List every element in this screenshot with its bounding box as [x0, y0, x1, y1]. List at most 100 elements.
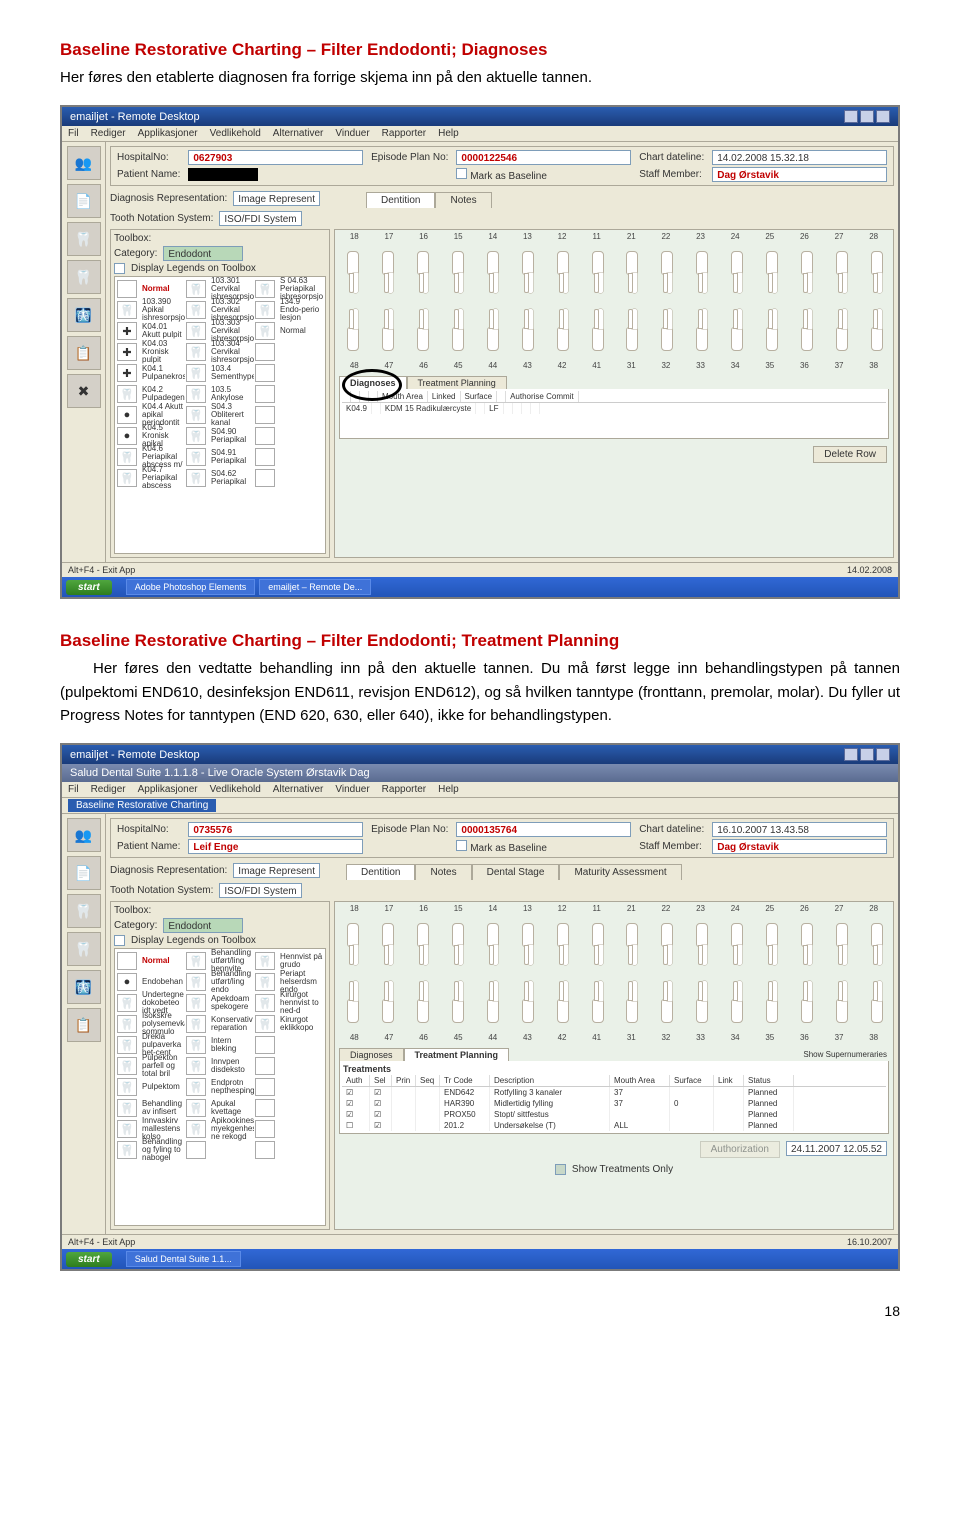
- toolbox-icon[interactable]: ●: [117, 427, 137, 445]
- baseline-checkbox[interactable]: [456, 840, 467, 851]
- tooth-icon[interactable]: [485, 309, 499, 351]
- nav-icon[interactable]: 👥: [67, 818, 101, 852]
- toolbox-icon[interactable]: 🦷: [186, 1015, 206, 1033]
- toolbox-icon[interactable]: 🦷: [186, 301, 206, 319]
- toolbox-icon[interactable]: 🦷: [255, 973, 275, 991]
- menu-item[interactable]: Alternativer: [273, 784, 324, 795]
- toolbox-icon[interactable]: 🦷: [255, 1015, 275, 1033]
- toolbox-icon[interactable]: [255, 1078, 275, 1096]
- tooth-icon[interactable]: [869, 309, 883, 351]
- tooth-icon[interactable]: [834, 309, 848, 351]
- toolbox-icon[interactable]: [255, 469, 275, 487]
- category-select[interactable]: Endodont: [163, 246, 243, 261]
- tooth-icon[interactable]: [694, 981, 708, 1023]
- menu-item[interactable]: Help: [438, 784, 459, 795]
- tab-diagnoses[interactable]: Diagnoses: [339, 1048, 404, 1061]
- menu-item[interactable]: Vinduer: [335, 128, 369, 139]
- toolbox-icon[interactable]: [255, 1057, 275, 1075]
- toolbox-icon[interactable]: 🦷: [186, 1099, 206, 1117]
- tooth-icon[interactable]: [520, 251, 534, 293]
- tooth-icon[interactable]: [659, 309, 673, 351]
- tooth-icon[interactable]: [345, 309, 359, 351]
- notation-select[interactable]: ISO/FDI System: [219, 211, 301, 226]
- toolbox-icon[interactable]: [255, 1099, 275, 1117]
- menu-item[interactable]: Applikasjoner: [138, 784, 198, 795]
- tooth-icon[interactable]: [555, 251, 569, 293]
- tooth-icon[interactable]: [590, 309, 604, 351]
- nav-icon[interactable]: 🦷: [67, 894, 101, 928]
- toolbox-icon[interactable]: 🦷: [186, 1120, 206, 1138]
- toolbox-icon[interactable]: 🦷: [117, 1120, 137, 1138]
- legend-checkbox[interactable]: [114, 935, 125, 946]
- show-supernum[interactable]: Show Supernumeraries: [801, 1048, 889, 1061]
- toolbox-icon[interactable]: [255, 364, 275, 382]
- toolbox-icon[interactable]: 🦷: [186, 427, 206, 445]
- nav-icon[interactable]: 🩻: [67, 970, 101, 1004]
- tooth-icon[interactable]: [520, 981, 534, 1023]
- lower-teeth[interactable]: [335, 301, 893, 359]
- lower-teeth[interactable]: [335, 973, 893, 1031]
- maximize-icon[interactable]: [860, 748, 874, 761]
- menu-item[interactable]: Vedlikehold: [210, 128, 261, 139]
- menu-item[interactable]: Rediger: [91, 128, 126, 139]
- tab-treatment-planning[interactable]: Treatment Planning: [404, 1048, 510, 1061]
- tab-notes[interactable]: Notes: [435, 192, 491, 208]
- toolbox-icon[interactable]: 🦷: [117, 448, 137, 466]
- toolbox-icon[interactable]: 🦷: [255, 280, 275, 298]
- toolbox-icon[interactable]: 🦷: [117, 1099, 137, 1117]
- tooth-icon[interactable]: [345, 981, 359, 1023]
- tooth-icon[interactable]: [799, 981, 813, 1023]
- tooth-icon[interactable]: [624, 309, 638, 351]
- toolbox-icon[interactable]: 🦷: [117, 1078, 137, 1096]
- tooth-icon[interactable]: [764, 981, 778, 1023]
- tooth-icon[interactable]: [659, 923, 673, 965]
- nav-icon[interactable]: 📄: [67, 856, 101, 890]
- menu-item[interactable]: Applikasjoner: [138, 128, 198, 139]
- toolbox-icon[interactable]: ●: [117, 973, 137, 991]
- tooth-icon[interactable]: [659, 251, 673, 293]
- toolbox-icon[interactable]: ✚: [117, 343, 137, 361]
- show-only-checkbox[interactable]: [555, 1164, 566, 1175]
- toolbox-icon[interactable]: 🦷: [186, 1057, 206, 1075]
- tooth-icon[interactable]: [624, 251, 638, 293]
- tooth-icon[interactable]: [555, 981, 569, 1023]
- toolbox-icon[interactable]: 🦷: [255, 952, 275, 970]
- toolbox-icon[interactable]: [255, 448, 275, 466]
- tooth-icon[interactable]: [729, 981, 743, 1023]
- rep-select[interactable]: Image Represent: [233, 191, 320, 206]
- toolbox-icon[interactable]: ✚: [117, 364, 137, 382]
- category-select[interactable]: Endodont: [163, 918, 243, 933]
- tooth-icon[interactable]: [485, 923, 499, 965]
- tooth-icon[interactable]: [555, 923, 569, 965]
- toolbox-icon[interactable]: 🦷: [186, 994, 206, 1012]
- tab-diagnoses[interactable]: Diagnoses: [339, 376, 407, 389]
- toolbox-icon[interactable]: 🦷: [186, 1036, 206, 1054]
- close-icon[interactable]: [876, 110, 890, 123]
- table-row[interactable]: ☑☑HAR390Midlertidig fylling370Planned: [342, 1098, 886, 1109]
- toolbox-icon[interactable]: 🦷: [186, 280, 206, 298]
- tooth-icon[interactable]: [415, 251, 429, 293]
- table-row[interactable]: ☑☑PROX50Stopt/ sittfestusPlanned: [342, 1109, 886, 1120]
- upper-teeth[interactable]: [335, 243, 893, 301]
- task-item[interactable]: Adobe Photoshop Elements: [126, 579, 256, 595]
- toolbox-icon[interactable]: 🦷: [117, 994, 137, 1012]
- menu-item[interactable]: Rediger: [91, 784, 126, 795]
- tab-dentition[interactable]: Dentition: [346, 864, 415, 880]
- tooth-icon[interactable]: [729, 923, 743, 965]
- toolbox-icon[interactable]: 🦷: [117, 469, 137, 487]
- tooth-icon[interactable]: [834, 981, 848, 1023]
- toolbox-icon[interactable]: 🦷: [117, 385, 137, 403]
- toolbox-icon[interactable]: 🦷: [117, 301, 137, 319]
- tooth-icon[interactable]: [520, 923, 534, 965]
- tooth-icon[interactable]: [869, 923, 883, 965]
- tooth-icon[interactable]: [694, 251, 708, 293]
- start-button[interactable]: start: [66, 1252, 112, 1267]
- toolbox-icon[interactable]: [255, 1120, 275, 1138]
- tooth-icon[interactable]: [624, 981, 638, 1023]
- tooth-icon[interactable]: [450, 309, 464, 351]
- delete-row-button[interactable]: Delete Row: [813, 446, 887, 463]
- tooth-icon[interactable]: [450, 251, 464, 293]
- menu-item[interactable]: Fil: [68, 128, 79, 139]
- toolbox-icon[interactable]: ●: [117, 406, 137, 424]
- toolbox-icon[interactable]: 🦷: [186, 1078, 206, 1096]
